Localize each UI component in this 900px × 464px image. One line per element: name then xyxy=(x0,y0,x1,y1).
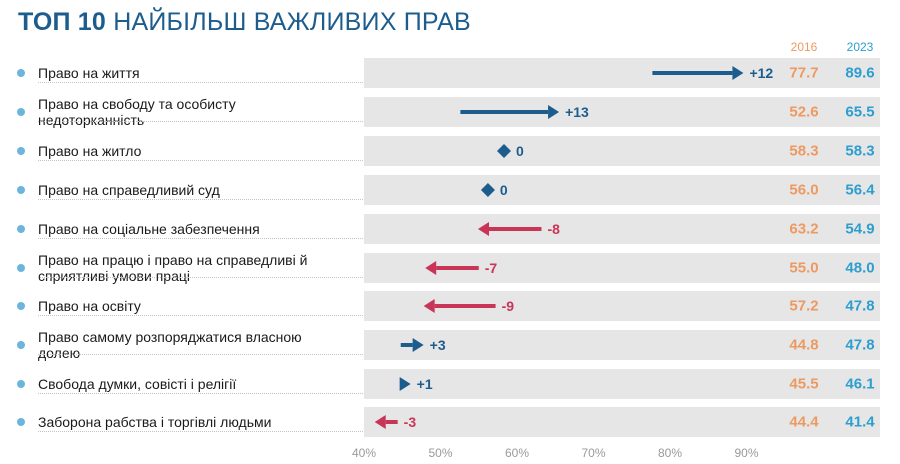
bullet-icon xyxy=(17,380,25,388)
value-2023: 47.8 xyxy=(845,297,875,315)
row-label: Право на свободу та особисту недоторканн… xyxy=(38,96,236,128)
chart-row: Право на освіту 57.2 47.8 xyxy=(0,291,900,321)
bullet-icon xyxy=(17,418,25,426)
value-2016: 45.5 xyxy=(789,375,819,393)
row-label: Право на соціальне забезпечення xyxy=(38,221,260,237)
row-background-bar xyxy=(364,369,880,399)
x-tick-label: 70% xyxy=(581,446,606,460)
row-background-bar xyxy=(364,136,880,166)
row-label: Право на працю і право на справедливі й … xyxy=(38,252,308,284)
value-2023: 47.8 xyxy=(845,336,875,354)
value-2023: 58.3 xyxy=(845,142,875,160)
chart-row: Право на справедливий суд 56.0 56.4 xyxy=(0,175,900,205)
value-2023: 89.6 xyxy=(845,64,875,82)
value-2023: 65.5 xyxy=(845,103,875,121)
x-tick-label: 40% xyxy=(351,446,377,460)
value-2016: 77.7 xyxy=(789,64,819,82)
bullet-icon xyxy=(17,186,25,194)
value-2023: 56.4 xyxy=(845,181,875,199)
title-rest: НАЙБІЛЬШ ВАЖЛИВИХ ПРАВ xyxy=(113,8,471,36)
row-label: Право на справедливий суд xyxy=(38,182,220,198)
bullet-icon xyxy=(17,108,25,116)
leader-dots xyxy=(38,238,363,239)
row-background-bar xyxy=(364,407,880,437)
row-label: Свобода думки, совісті і релігії xyxy=(38,376,237,392)
value-2023: 46.1 xyxy=(845,375,875,393)
leader-dots xyxy=(38,277,363,278)
x-tick-label: 90% xyxy=(734,446,759,460)
chart-row: Право на життя 77.7 89.6 xyxy=(0,58,900,88)
row-label: Право на освіту xyxy=(38,298,141,314)
chart-row: Право на працю і право на справедливі й … xyxy=(0,252,900,284)
bullet-icon xyxy=(17,225,25,233)
leader-dots xyxy=(38,354,363,355)
row-background-bar xyxy=(364,214,880,244)
x-tick-label: 50% xyxy=(428,446,453,460)
value-2016: 57.2 xyxy=(789,297,819,315)
leader-dots xyxy=(38,315,363,316)
chart-row: Право на соціальне забезпечення 63.2 54.… xyxy=(0,214,900,244)
leader-dots xyxy=(38,160,363,161)
chart-row: Право на свободу та особисту недоторканн… xyxy=(0,96,900,128)
leader-dots xyxy=(38,199,363,200)
chart-row: Свобода думки, совісті і релігії 45.5 46… xyxy=(0,369,900,399)
year-2023-header: 2023 xyxy=(846,40,874,54)
value-2023: 48.0 xyxy=(845,259,875,277)
value-2016: 58.3 xyxy=(789,142,819,160)
bullet-icon xyxy=(17,264,25,272)
row-background-bar xyxy=(364,97,880,127)
chart-title: ТОП 10 НАЙБІЛЬШ ВАЖЛИВИХ ПРАВ xyxy=(18,8,471,37)
leader-dots xyxy=(38,393,363,394)
leader-dots xyxy=(38,431,363,432)
row-label: Право на житло xyxy=(38,143,142,159)
title-bold: ТОП 10 xyxy=(18,8,107,36)
bullet-icon xyxy=(17,69,25,77)
value-2023: 54.9 xyxy=(845,220,875,238)
value-2023: 41.4 xyxy=(845,413,875,431)
value-2016: 55.0 xyxy=(789,259,819,277)
value-2016: 63.2 xyxy=(789,220,819,238)
value-2016: 44.8 xyxy=(789,336,819,354)
row-label: Заборона рабства і торгівлі людьми xyxy=(38,414,272,430)
x-tick-label: 60% xyxy=(504,446,530,460)
bullet-icon xyxy=(17,302,25,310)
row-background-bar xyxy=(364,330,880,360)
row-label: Право самому розпоряджатися власною доле… xyxy=(38,329,302,361)
value-2016: 44.4 xyxy=(789,413,819,431)
leader-dots xyxy=(38,82,363,83)
year-2016-header: 2016 xyxy=(790,40,818,54)
chart-row: Право самому розпоряджатися власною доле… xyxy=(0,329,900,361)
value-2016: 56.0 xyxy=(789,181,819,199)
row-background-bar xyxy=(364,58,880,88)
bullet-icon xyxy=(17,147,25,155)
value-2016: 52.6 xyxy=(789,103,819,121)
row-label: Право на життя xyxy=(38,65,140,81)
chart-row: Заборона рабства і торгівлі людьми 44.4 … xyxy=(0,407,900,437)
chart-row: Право на житло 58.3 58.3 xyxy=(0,136,900,166)
row-background-bar xyxy=(364,175,880,205)
x-tick-label: 80% xyxy=(657,446,683,460)
bullet-icon xyxy=(17,341,25,349)
leader-dots xyxy=(38,121,363,122)
